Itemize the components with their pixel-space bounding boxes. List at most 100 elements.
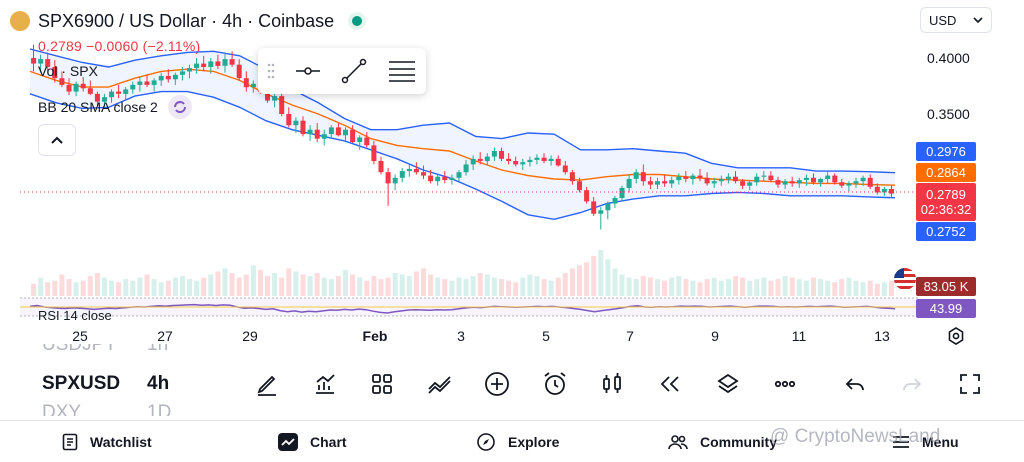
candle-body	[803, 177, 809, 180]
volume-bar	[569, 268, 575, 296]
pitchfork-icon[interactable]	[387, 58, 417, 84]
candle-body	[307, 129, 313, 135]
currency-select[interactable]: USD	[920, 7, 992, 33]
bb-upper-tag: 0.2976	[916, 142, 976, 161]
candle-body	[711, 181, 717, 184]
candle-body	[165, 75, 171, 80]
redo-button[interactable]	[895, 366, 930, 402]
symbol-current[interactable]: SPXUSD 4h	[42, 373, 169, 395]
candle-body	[428, 175, 434, 182]
volume-bar	[222, 268, 228, 296]
symbol-next[interactable]: DXY 1D	[42, 402, 171, 416]
candle-body	[222, 59, 228, 66]
volume-bar	[484, 274, 490, 296]
objects-tree-button[interactable]	[710, 366, 745, 402]
candle-body	[243, 78, 249, 88]
volume-bar	[45, 282, 51, 296]
undo-icon	[845, 378, 864, 391]
candle-body	[768, 175, 774, 181]
trend-line-icon[interactable]	[340, 57, 368, 85]
volume-bar	[874, 283, 880, 296]
chart-header[interactable]: SPX6900 / US Dollar · 4h · Coinbase	[10, 8, 367, 34]
price-chart[interactable]: 0.4000 0.3500	[0, 0, 1024, 320]
volume-bar	[768, 280, 774, 296]
volume-bar	[676, 276, 682, 296]
volume-bars	[31, 250, 894, 296]
candle-body	[151, 80, 157, 85]
candle-body	[392, 177, 398, 184]
bb-indicator-row[interactable]: BB 20 SMA close 2	[38, 95, 192, 119]
spx-coin-icon	[10, 11, 30, 31]
candle-body	[725, 176, 731, 179]
volume-bar	[690, 280, 696, 296]
replay-button[interactable]	[653, 366, 688, 402]
x-tick-label: 3	[457, 328, 465, 344]
candle-body	[144, 81, 150, 85]
volume-bar	[194, 280, 200, 296]
volume-bar	[130, 280, 136, 296]
volume-bar	[250, 265, 256, 296]
volume-bar	[655, 279, 660, 296]
line-tools-popup[interactable]	[258, 48, 426, 94]
candle-body	[782, 181, 788, 185]
candle-body	[364, 137, 370, 146]
volume-bar	[640, 276, 646, 296]
drawing-button[interactable]	[250, 366, 285, 402]
nav-menu-label: Menu	[922, 433, 959, 450]
nav-explore[interactable]: Explore	[476, 432, 559, 452]
x-tick-label: 29	[242, 328, 258, 344]
quote-change: 0.2789 −0.0060 (−2.11%)	[38, 38, 201, 54]
volume-bar	[59, 274, 65, 296]
bb-indicator-label[interactable]: BB 20 SMA close 2	[38, 99, 158, 115]
nav-chart-label: Chart	[310, 433, 347, 450]
layout-button[interactable]	[365, 366, 400, 402]
candle-body	[350, 129, 356, 142]
horizontal-line-icon[interactable]	[294, 62, 322, 80]
symbol-title[interactable]: SPX6900 / US Dollar · 4h · Coinbase	[38, 10, 335, 31]
symbol-next-tf: 1D	[147, 402, 172, 416]
bottom-toolbar	[250, 366, 1010, 402]
y-axis: 0.4000 0.3500	[927, 50, 970, 122]
candle-body	[300, 120, 306, 135]
nav-watchlist[interactable]: Watchlist	[62, 433, 152, 451]
pencil-icon	[257, 375, 277, 396]
candle-body	[506, 158, 512, 161]
candle-body	[818, 179, 824, 183]
rsi-indicator-label[interactable]: RSI 14 close	[38, 308, 112, 320]
volume-bar	[257, 269, 263, 296]
drag-handle-icon[interactable]	[267, 62, 275, 80]
candle-body	[45, 59, 51, 67]
replay-icon	[660, 376, 679, 392]
indicators-button[interactable]	[308, 366, 343, 402]
bar-countdown: 02:36:32	[920, 202, 972, 217]
candle-body	[357, 137, 363, 142]
candle-body	[555, 158, 561, 166]
collapse-legend-button[interactable]	[38, 124, 76, 156]
candle-body	[541, 157, 547, 162]
add-button[interactable]	[480, 366, 515, 402]
chart-settings-icon[interactable]	[946, 326, 966, 346]
nav-chart[interactable]: Chart	[278, 432, 347, 451]
candle-body	[676, 176, 682, 181]
compare-button[interactable]	[423, 366, 458, 402]
volume-bar	[243, 274, 249, 296]
volume-bar	[789, 277, 795, 296]
volume-bar	[357, 277, 363, 296]
symbol-prev-tf: 1h	[147, 344, 169, 355]
symbol-prev[interactable]: USDJPY 1h	[42, 344, 168, 356]
symbol-picker[interactable]: USDJPY 1h SPXUSD 4h DXY 1D	[42, 344, 182, 416]
fullscreen-button[interactable]	[952, 366, 987, 402]
volume-bar	[499, 279, 504, 296]
candle-body	[775, 180, 781, 185]
volume-bar	[803, 280, 809, 296]
trend-icon	[428, 376, 451, 394]
undo-button[interactable]	[837, 366, 872, 402]
more-button[interactable]	[768, 366, 803, 402]
x-tick-label: Feb	[362, 328, 388, 344]
nav-community[interactable]: Community	[668, 433, 777, 451]
nav-menu[interactable]: Menu	[892, 434, 959, 450]
alert-button[interactable]	[538, 366, 573, 402]
chart-type-button[interactable]	[595, 366, 630, 402]
volume-indicator-label[interactable]: Vol · SPX	[38, 63, 98, 79]
indicators-icon	[315, 374, 335, 394]
